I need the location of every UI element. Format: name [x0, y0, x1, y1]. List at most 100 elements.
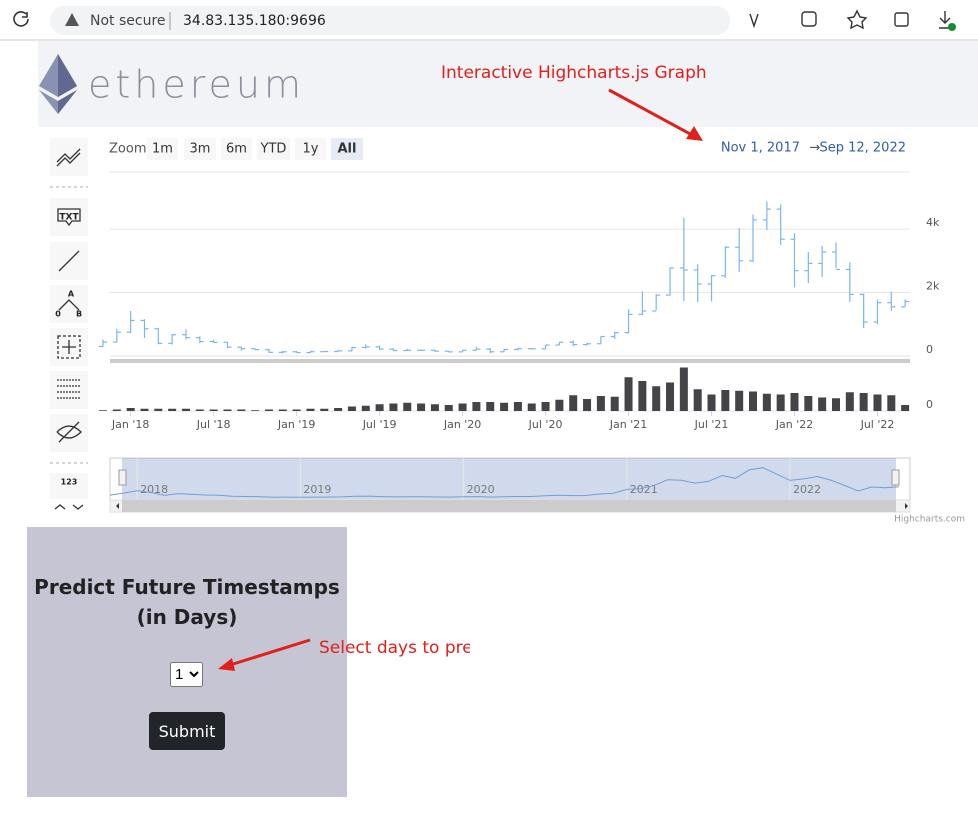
volume-bar [666, 382, 675, 411]
volume-bar [583, 399, 592, 411]
volume-bar [679, 367, 688, 411]
volume-bar [555, 399, 564, 411]
x-tick-label: Jan '22 [775, 418, 813, 431]
volume-bar [873, 394, 882, 411]
logo-text: ethereum [88, 63, 305, 107]
volume-bar [361, 405, 370, 411]
arrow-head [686, 126, 703, 141]
range-button[interactable] [295, 138, 326, 160]
y-tick-label: 0 [926, 343, 933, 356]
address-bar[interactable] [50, 6, 730, 35]
range-button[interactable] [221, 138, 252, 160]
date-to: Sep 12, 2022 [819, 141, 906, 156]
volume-bar [610, 396, 619, 411]
volume-bar [403, 402, 412, 411]
volume-bar [721, 390, 730, 411]
volume-bar [334, 408, 343, 411]
collections-icon[interactable] [894, 12, 909, 27]
volume-bar [444, 405, 453, 411]
volume-bar [638, 381, 647, 411]
star-icon[interactable] [749, 13, 759, 29]
submit-button[interactable]: Submit [149, 712, 225, 750]
tool-button[interactable] [50, 414, 88, 452]
y-tick-label: 4k [926, 216, 940, 229]
range-button[interactable] [257, 138, 290, 160]
volume-bar [693, 389, 702, 411]
volume-bar [762, 393, 771, 411]
volume-bar [99, 410, 107, 411]
toolbar-arrows[interactable] [54, 504, 84, 510]
x-tick-label: Jul '21 [694, 418, 729, 431]
zoom-label: Zoom [109, 142, 146, 157]
volume-bar [818, 397, 827, 411]
range-button-label: YTD [260, 142, 287, 157]
arrow-head [218, 658, 235, 671]
x-tick-label: Jan '21 [609, 418, 647, 431]
volume-bar [223, 409, 232, 411]
security-label: Not secure [90, 13, 166, 29]
volume-bar [776, 394, 785, 411]
volume-bar [181, 408, 190, 411]
range-button-label: 1y [303, 142, 319, 157]
volume-bar [347, 406, 356, 411]
tool-label: 0 [55, 310, 61, 319]
volume-bar [790, 393, 799, 411]
tool-button[interactable] [50, 371, 88, 409]
navigator-label: 2019 [303, 483, 331, 496]
zoom-cross [62, 340, 76, 354]
warning-icon [65, 13, 79, 26]
volume-bar [264, 409, 273, 411]
volume-bar [845, 392, 854, 411]
volume-bar [624, 377, 633, 411]
tool-button[interactable] [50, 473, 88, 499]
volume-bar [859, 393, 868, 411]
browser-icons [749, 9, 951, 30]
navigator-label: 2022 [793, 483, 821, 496]
annotation: Interactive Highcharts.js Graph [441, 63, 707, 83]
volume-bar [389, 403, 398, 411]
volume-bar [168, 408, 177, 411]
volume-bar [749, 391, 758, 411]
volume-bar [112, 409, 121, 411]
volume-bar [472, 402, 481, 411]
hide-icon [56, 421, 82, 443]
scrollbar-thumb[interactable] [122, 500, 896, 512]
volume-bar [251, 410, 260, 411]
range-button-label: All [338, 142, 357, 157]
volume-bar [154, 408, 163, 411]
x-tick-label: Jul '19 [362, 418, 397, 431]
days-select[interactable]: 1 [170, 662, 203, 687]
volume-bar [541, 402, 550, 411]
favorites-icon[interactable] [846, 9, 868, 30]
annotation-arrow [229, 638, 311, 667]
volume-tick-label: 0 [926, 398, 933, 411]
extensions-icon[interactable] [801, 11, 817, 27]
volume-bar [458, 403, 467, 411]
volume-bar [831, 398, 840, 411]
navigator-handle[interactable] [118, 469, 127, 486]
tool-button[interactable] [50, 138, 88, 176]
annotation: Select days to predict [319, 638, 470, 658]
download-badge [948, 23, 956, 31]
tool-button[interactable] [50, 198, 88, 236]
text-tool-icon [57, 208, 81, 227]
volume-bar [417, 403, 426, 411]
volume-bar [140, 408, 149, 411]
form-annotation: Select days to predict [218, 638, 470, 671]
volume-bar [430, 404, 439, 411]
annotation-arrow [608, 88, 693, 137]
tool-button[interactable] [50, 285, 88, 323]
navigator-label: 2020 [467, 483, 495, 496]
reload-icon[interactable] [13, 11, 29, 27]
range-button[interactable] [147, 138, 178, 160]
range-button[interactable] [331, 138, 363, 160]
x-tick-label: Jul '20 [528, 418, 563, 431]
range-button-label: 6m [226, 142, 247, 157]
range-button[interactable] [184, 138, 216, 160]
indicator-icon [56, 148, 81, 167]
navigator-handle[interactable] [891, 469, 900, 486]
date-from: Nov 1, 2017 [721, 141, 800, 156]
x-tick-label: Jan '20 [443, 418, 481, 431]
volume-bar [513, 402, 522, 411]
